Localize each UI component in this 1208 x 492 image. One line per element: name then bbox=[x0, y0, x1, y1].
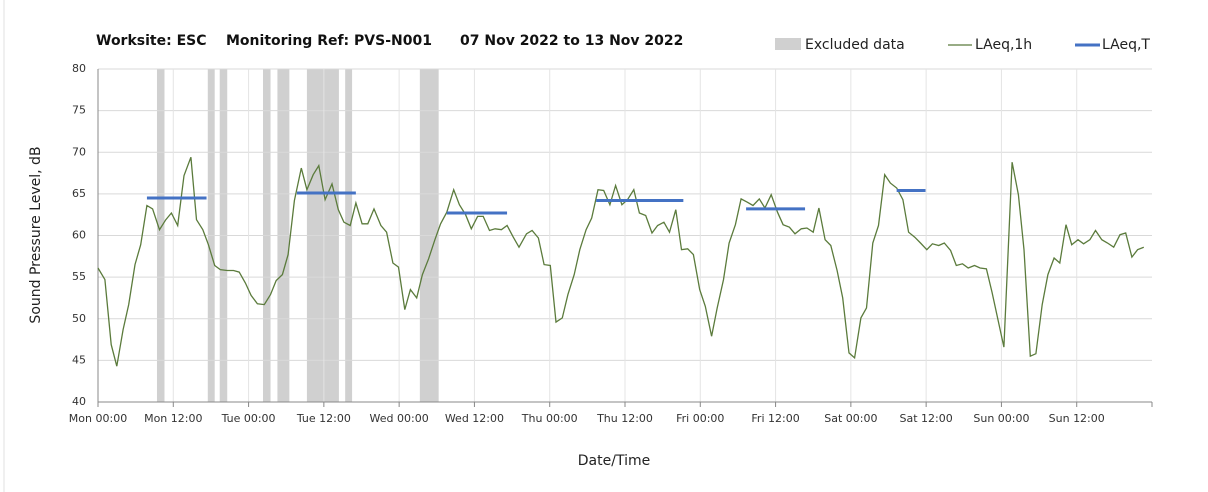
y-tick-label: 50 bbox=[72, 312, 86, 325]
x-axis-title: Date/Time bbox=[578, 453, 650, 469]
legend-label: LAeq,T bbox=[1102, 37, 1150, 53]
y-tick-label: 45 bbox=[72, 353, 86, 366]
chart-title: 07 Nov 2022 to 13 Nov 2022 bbox=[460, 33, 683, 49]
x-tick-label: Thu 12:00 bbox=[596, 412, 653, 425]
y-tick-label: 40 bbox=[72, 395, 86, 408]
x-tick-label: Sat 12:00 bbox=[900, 412, 953, 425]
legend-label: Excluded data bbox=[805, 37, 905, 53]
x-tick-label: Sun 00:00 bbox=[973, 412, 1029, 425]
series-line bbox=[97, 156, 1145, 367]
x-tick-label: Fri 00:00 bbox=[676, 412, 724, 425]
x-tick-label: Fri 12:00 bbox=[751, 412, 799, 425]
x-tick-label: Tue 12:00 bbox=[296, 412, 351, 425]
y-tick-label: 75 bbox=[72, 104, 86, 117]
chart-title: Worksite: ESC bbox=[96, 33, 207, 49]
legend-swatch bbox=[775, 38, 801, 50]
x-tick-label: Wed 00:00 bbox=[370, 412, 429, 425]
y-tick-label: 70 bbox=[72, 145, 86, 158]
x-tick-label: Wed 12:00 bbox=[445, 412, 504, 425]
x-tick-label: Mon 12:00 bbox=[144, 412, 202, 425]
chart-title: Monitoring Ref: PVS-N001 bbox=[226, 33, 432, 49]
x-tick-label: Thu 00:00 bbox=[521, 412, 578, 425]
x-tick-label: Sun 12:00 bbox=[1049, 412, 1105, 425]
legend-label: LAeq,1h bbox=[975, 37, 1032, 53]
y-tick-label: 60 bbox=[72, 229, 86, 242]
x-tick-label: Sat 00:00 bbox=[824, 412, 877, 425]
y-tick-label: 65 bbox=[72, 187, 86, 200]
y-axis-title: Sound Pressure Level, dB bbox=[28, 146, 44, 323]
y-tick-label: 80 bbox=[72, 62, 86, 75]
y-tick-label: 55 bbox=[72, 270, 86, 283]
x-tick-label: Mon 00:00 bbox=[69, 412, 127, 425]
x-tick-label: Tue 00:00 bbox=[221, 412, 276, 425]
